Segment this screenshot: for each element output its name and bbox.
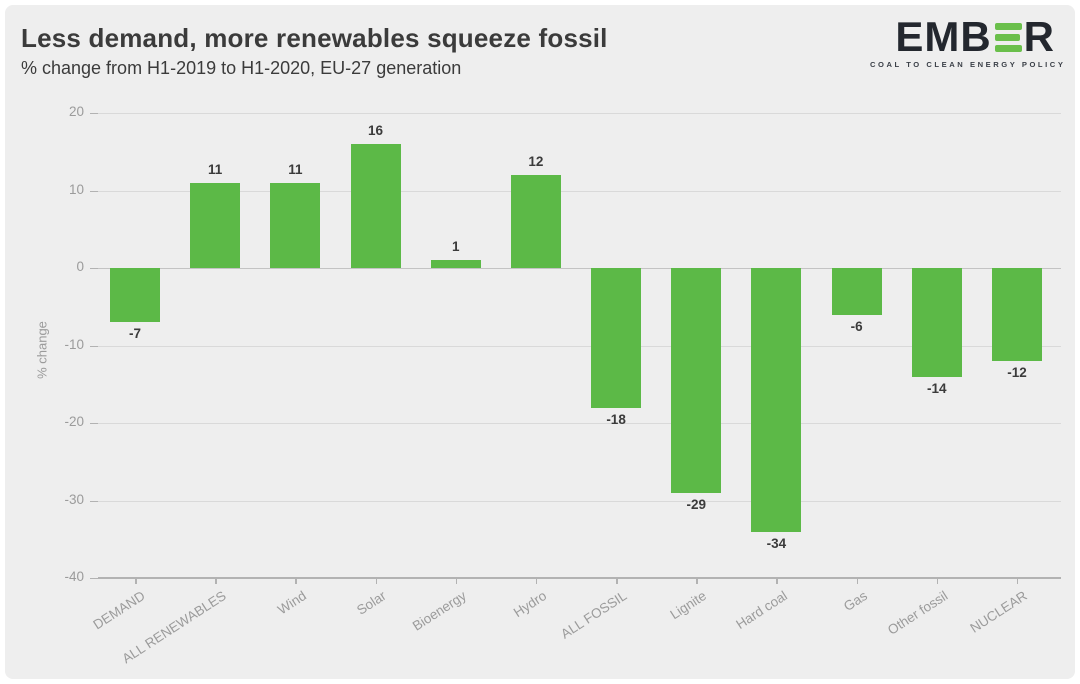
gridline [98,423,1061,424]
chart-panel: Less demand, more renewables squeeze fos… [5,5,1075,679]
chart-subtitle: % change from H1-2019 to H1-2020, EU-27 … [21,58,462,78]
y-tick-label: -40 [64,569,84,584]
x-tick-label: Gas [840,588,870,615]
x-tick-label: Hydro [510,588,550,621]
x-tick-label: Hard coal [732,588,790,633]
bar-value-label: -7 [128,326,141,342]
x-axis-tick [295,578,297,584]
x-axis-tick [1016,578,1019,584]
x-tick-label: NUCLEAR [967,588,1031,636]
bar [190,182,241,268]
bar [430,260,481,268]
bar-value-label: 1 [451,239,460,255]
x-axis-tick [776,578,778,584]
bar-value-label: 12 [528,154,544,169]
y-axis-tick [90,268,98,269]
gridline [98,113,1061,114]
bar [911,268,962,377]
x-axis-tick [696,578,698,584]
bar [270,182,321,268]
bar-value-label: -6 [850,318,863,334]
x-tick-label: ALL FOSSIL [557,588,630,642]
x-axis-tick [936,578,939,584]
ember-logo-wordmark: EMB R [870,13,1055,60]
x-tick-label: Solar [354,588,389,618]
ember-green-e-icon [994,22,1022,52]
ember-logo-text-left: EMB [895,13,992,60]
bar [110,268,160,323]
x-axis-line [98,577,1061,579]
bar [671,268,722,493]
plot-area: 20 10 0 -10 -20 -30 -40 -7 DEMAND 11 ALL RENEWABLE… [64,104,1061,666]
x-tick-label: Wind [274,588,309,618]
bar-value-label: 16 [368,123,384,138]
bar-value-label: -12 [1007,365,1027,380]
ember-logo: EMB R COAL TO CLEAN ENERGY POLICY [870,13,1066,70]
x-tick-label: Bioenergy [409,588,469,634]
bar [831,268,882,315]
ember-logo-tagline: COAL TO CLEAN ENERGY POLICY [870,60,1066,69]
y-axis-tick [90,345,98,347]
y-tick-label: 10 [68,181,84,197]
y-tick-label: -20 [64,414,84,429]
x-axis-tick [455,578,458,584]
bar [591,268,642,408]
y-axis-tick [90,190,98,192]
gridline [98,268,1061,269]
ember-logo-text-right: R [1023,13,1055,60]
x-tick-label: DEMAND [90,588,149,633]
y-axis-tick [90,423,98,424]
x-axis-tick [215,578,217,584]
bar-value-label: -29 [686,496,706,512]
x-axis-tick [535,578,538,584]
y-tick-label: 0 [76,259,84,274]
x-axis-tick [375,578,378,584]
bar-value-label: 11 [288,161,303,177]
bar [510,175,561,268]
y-tick-label: 20 [68,104,84,119]
gridline [98,345,1061,347]
y-axis-tick [90,113,98,114]
x-axis-tick [616,578,618,584]
x-axis-tick [135,578,137,584]
x-tick-label: Other fossil [884,588,950,638]
gridline [98,190,1061,192]
bar [350,144,401,268]
gridline [98,500,1061,502]
y-axis-tick [90,500,98,502]
bar [991,268,1042,361]
bar-value-label: -34 [766,535,787,551]
chart-title: Less demand, more renewables squeeze fos… [21,23,608,53]
y-tick-label: -30 [64,491,84,507]
bar-value-label: -18 [606,411,626,427]
bar [751,268,802,532]
y-axis-tick [90,578,98,579]
bar-value-label: 11 [208,161,223,177]
bar-value-label: -14 [927,380,947,396]
y-tick-label: -10 [64,336,84,352]
x-tick-label: Lignite [667,588,710,623]
x-axis-tick [856,578,859,584]
